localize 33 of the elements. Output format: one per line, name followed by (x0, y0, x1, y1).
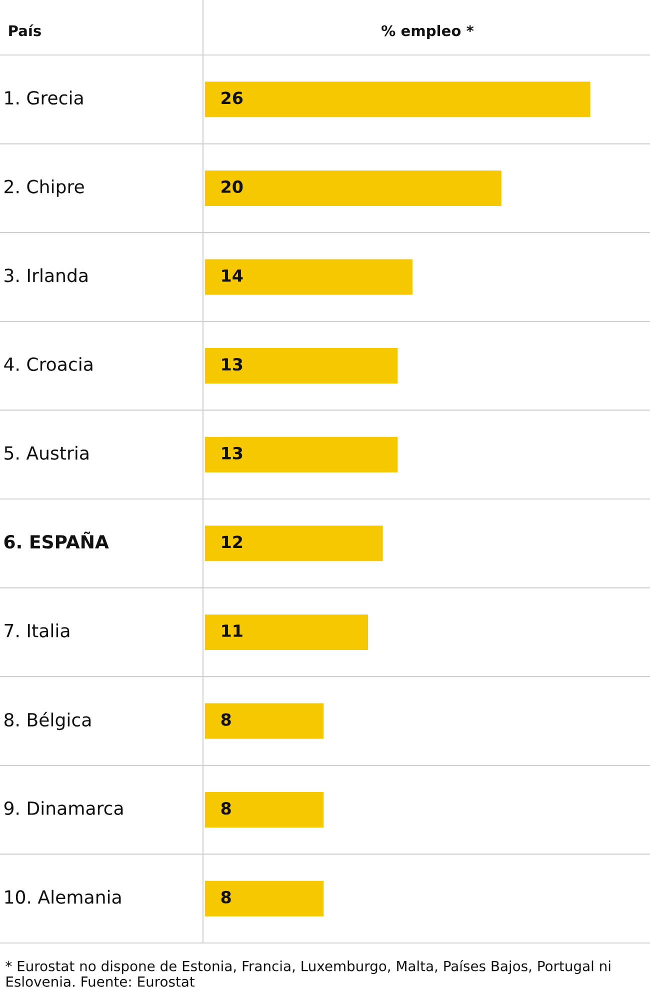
bar (205, 703, 324, 739)
y-tick-label: 8. Bélgica (4, 712, 91, 730)
y-tick-label: 3. Irlanda (4, 268, 88, 282)
y-tick-label: 4. Croacia (4, 357, 92, 372)
data-label: 20 (222, 180, 243, 194)
data-label: 13 (222, 446, 242, 460)
y-tick-label: 2. Chipre (4, 179, 84, 197)
data-label: 8 (221, 713, 231, 726)
data-label: 26 (222, 92, 243, 104)
y-tick-label: 7. Italia (4, 623, 70, 638)
bar (205, 436, 398, 472)
data-label: 11 (222, 624, 242, 637)
y-tick-label: 9. Dinamarca (4, 801, 123, 816)
y-tick-label: 10. Alemania (5, 890, 121, 904)
bar (205, 880, 324, 916)
bar (205, 259, 412, 295)
text: * Eurostat no dispone de Estonia, Francia, Luxemburgo, Malta, Países Bajos, Portugal ni Eslovenia. Fuente: Eurostat (6, 960, 610, 987)
y-tick-label: 1. Grecia (5, 90, 83, 105)
bar (205, 82, 590, 118)
bar (205, 348, 398, 384)
bar (205, 614, 368, 650)
text: País (9, 24, 41, 36)
y-tick-label: 5. Austria (4, 446, 88, 460)
bar (205, 170, 502, 206)
bar (205, 526, 383, 562)
data-label: 8 (221, 802, 231, 815)
data-label: 14 (222, 269, 243, 282)
bar (205, 792, 324, 828)
y-tick-label: 6. ESPAÑA (4, 532, 109, 549)
data-label: 13 (222, 358, 242, 371)
x-axis-title: % empleo * (382, 24, 474, 40)
data-label: 8 (221, 890, 231, 904)
data-label: 12 (222, 536, 242, 548)
